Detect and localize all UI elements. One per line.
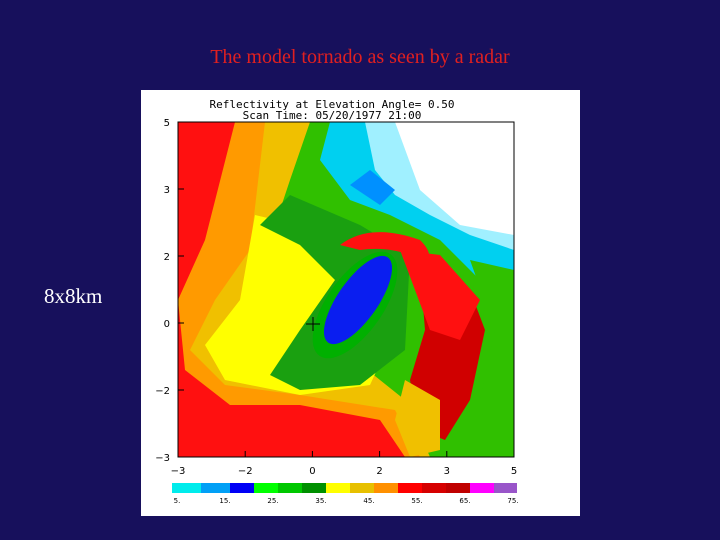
x-tick-label: 5	[511, 466, 517, 477]
y-tick-label: 3	[164, 185, 170, 196]
figure-title: Reflectivity at Elevation Angle= 0.50	[209, 98, 454, 111]
colorbar-label: 35.	[315, 497, 326, 505]
colorbar-label: 55.	[411, 497, 422, 505]
colorbar-label: 65.	[459, 497, 470, 505]
colorbar-label: 75.	[507, 497, 518, 505]
colorbar-label: 5.	[174, 497, 181, 505]
y-tick-label: −3	[155, 453, 170, 464]
colorbar-label: 15.	[219, 497, 230, 505]
y-tick-label: 0	[164, 319, 170, 330]
x-tick-label: −2	[238, 466, 253, 477]
x-tick-label: −3	[171, 466, 186, 477]
x-tick-label: 3	[444, 466, 450, 477]
reflectivity-field	[178, 122, 514, 457]
slide-title: The model tornado as seen by a radar	[210, 46, 510, 68]
y-tick-label: 5	[164, 118, 170, 129]
x-tick-label: 2	[376, 466, 382, 477]
colorbar-label: 25.	[267, 497, 278, 505]
colorbar-label: 45.	[363, 497, 374, 505]
colorbar	[172, 483, 517, 493]
y-tick-label: −2	[155, 386, 170, 397]
y-tick-label: 2	[164, 252, 170, 263]
side-label: 8x8km	[44, 284, 103, 308]
x-tick-label: 0	[309, 466, 315, 477]
figure-subtitle: Scan Time: 05/20/1977 21:00	[243, 109, 422, 122]
plot-frame	[177, 121, 515, 458]
